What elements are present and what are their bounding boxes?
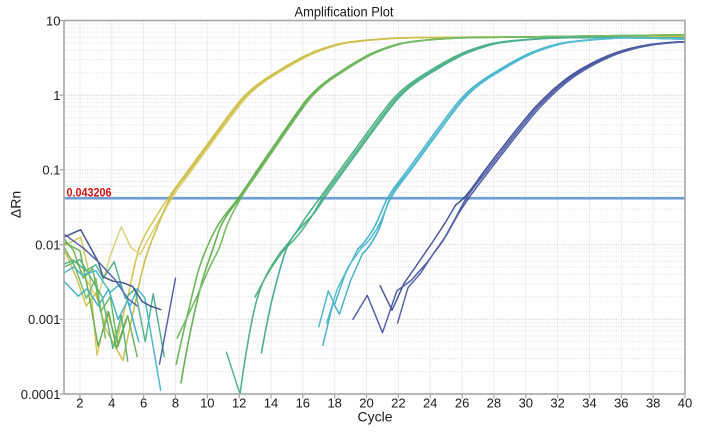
svg-text:30: 30 xyxy=(519,396,533,411)
svg-text:0.001: 0.001 xyxy=(28,312,61,327)
svg-text:4: 4 xyxy=(108,396,115,411)
svg-text:40: 40 xyxy=(678,396,692,411)
svg-text:0.01: 0.01 xyxy=(35,237,60,252)
svg-text:ΔRn: ΔRn xyxy=(8,191,24,218)
svg-text:0.0001: 0.0001 xyxy=(21,387,61,402)
svg-text:12: 12 xyxy=(232,396,246,411)
svg-text:0.1: 0.1 xyxy=(42,163,60,178)
svg-text:28: 28 xyxy=(487,396,501,411)
svg-text:0.043206: 0.043206 xyxy=(67,186,112,200)
svg-text:34: 34 xyxy=(582,396,596,411)
svg-text:8: 8 xyxy=(172,396,179,411)
svg-text:Amplification Plot: Amplification Plot xyxy=(295,4,394,20)
svg-text:18: 18 xyxy=(327,396,341,411)
svg-text:10: 10 xyxy=(46,13,60,28)
svg-text:26: 26 xyxy=(455,396,469,411)
svg-text:16: 16 xyxy=(296,396,310,411)
svg-text:20: 20 xyxy=(359,396,373,411)
svg-text:1: 1 xyxy=(53,88,60,103)
svg-text:24: 24 xyxy=(423,396,437,411)
svg-text:10: 10 xyxy=(200,396,214,411)
svg-text:2: 2 xyxy=(76,396,83,411)
svg-text:6: 6 xyxy=(140,396,147,411)
svg-text:38: 38 xyxy=(646,396,660,411)
svg-text:36: 36 xyxy=(614,396,628,411)
svg-text:Cycle: Cycle xyxy=(357,409,392,425)
svg-text:32: 32 xyxy=(550,396,564,411)
svg-text:14: 14 xyxy=(264,396,278,411)
svg-text:22: 22 xyxy=(391,396,405,411)
